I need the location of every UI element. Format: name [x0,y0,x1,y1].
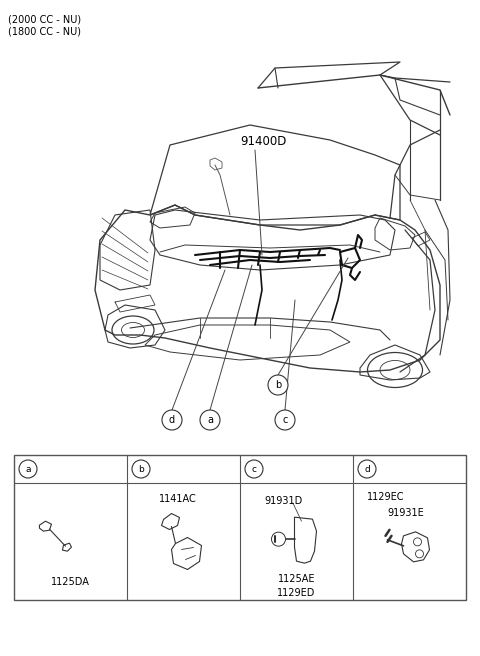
Text: d: d [169,415,175,425]
Text: 91931E: 91931E [387,508,424,518]
Text: c: c [252,464,256,474]
Circle shape [268,375,288,395]
Text: 91400D: 91400D [240,135,287,148]
Circle shape [132,460,150,478]
Text: 1129EC: 1129EC [367,492,404,502]
Text: c: c [282,415,288,425]
Text: 91931D: 91931D [265,495,303,506]
Text: 1125AE: 1125AE [278,574,315,584]
Text: 1129ED: 1129ED [277,588,316,598]
Bar [14,455,466,600]
Text: b: b [138,464,144,474]
Circle shape [200,410,220,430]
Text: (1800 CC - NU): (1800 CC - NU) [8,26,81,36]
Text: a: a [207,415,213,425]
Text: b: b [275,380,281,390]
Text: a: a [25,464,31,474]
Text: 1141AC: 1141AC [158,495,196,504]
Circle shape [358,460,376,478]
Circle shape [245,460,263,478]
Text: 1125DA: 1125DA [51,577,90,588]
Circle shape [19,460,37,478]
Circle shape [275,410,295,430]
Text: d: d [364,464,370,474]
Circle shape [162,410,182,430]
Text: (2000 CC - NU): (2000 CC - NU) [8,14,81,24]
